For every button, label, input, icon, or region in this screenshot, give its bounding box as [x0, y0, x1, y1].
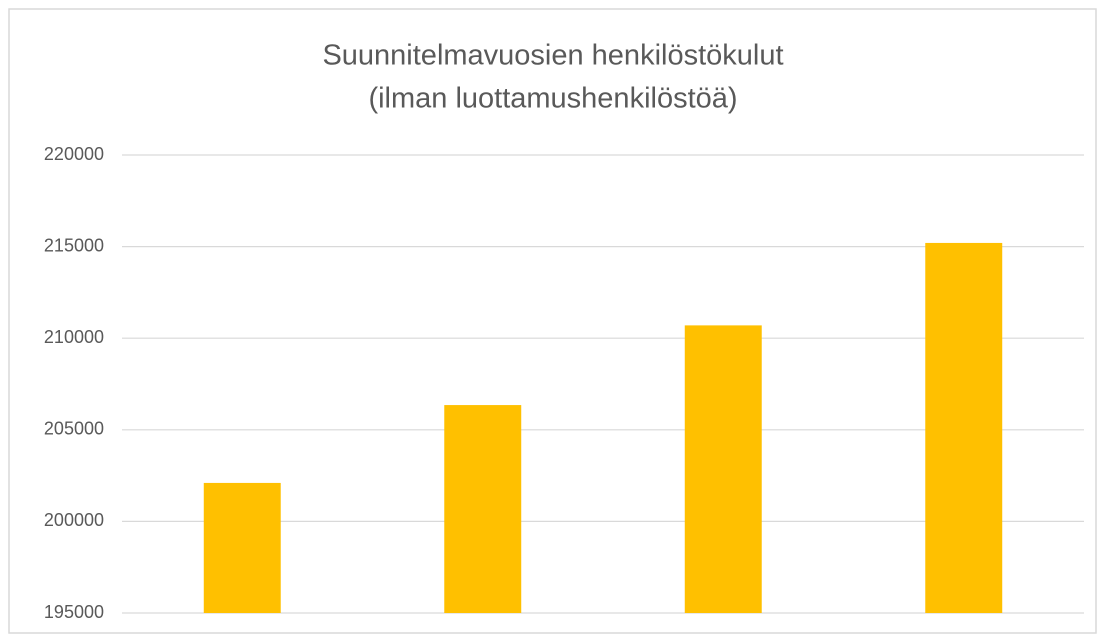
- bar: [444, 405, 522, 613]
- chart-title: (ilman luottamushenkilöstöä): [368, 83, 737, 115]
- y-tick-label: 205000: [44, 419, 104, 439]
- chart-border: [8, 8, 1097, 634]
- y-tick-label: 200000: [44, 510, 104, 530]
- y-tick-label: 215000: [44, 235, 104, 255]
- y-tick-label: 220000: [44, 144, 104, 164]
- bar: [203, 482, 281, 613]
- y-tick-label: 195000: [44, 602, 104, 622]
- bar: [925, 242, 1003, 613]
- bar: [684, 325, 762, 613]
- chart-title: Suunnitelmavuosien henkilöstökulut: [322, 40, 783, 72]
- y-tick-label: 210000: [44, 327, 104, 347]
